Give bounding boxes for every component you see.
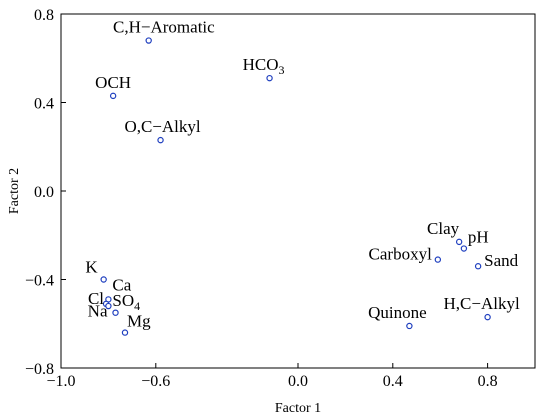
y-tick-label: −0.8 (25, 361, 54, 378)
point-label: K (85, 258, 98, 277)
point-label: Sand (484, 251, 519, 270)
scatter-point (121, 329, 129, 336)
point-label: Carboxyl (369, 245, 433, 264)
x-tick-label: 0.8 (478, 373, 498, 390)
point-labels: C,H−Aromatic HCO3 OCH O,C−Alkyl Clay pH Carbox… (85, 18, 520, 331)
y-tick-label: 0.4 (34, 96, 54, 113)
scatter-point (157, 136, 164, 144)
point-label: H,C−Alkyl (444, 294, 520, 313)
point-label: Clay (427, 219, 460, 238)
scatter-point (145, 37, 152, 44)
y-tick-label: 0.0 (34, 184, 54, 201)
y-tick-label: 0.8 (34, 7, 54, 24)
y-axis-title: Factor 2 (7, 168, 22, 214)
point-label: Na (88, 302, 108, 321)
point-label: Quinone (368, 303, 427, 322)
scatter-point (455, 238, 463, 246)
scatter-point (109, 92, 117, 100)
scatter-point (474, 263, 482, 270)
y-tick-label: −0.4 (25, 273, 54, 290)
point-label: OCH (95, 73, 131, 92)
x-tick-label: 0.0 (288, 373, 308, 390)
point-label: pH (468, 228, 489, 247)
x-tick-labels: −1.0 −0.6 0.0 0.4 0.8 (46, 373, 497, 390)
scatter-point (105, 302, 112, 310)
point-label: Mg (127, 312, 151, 331)
point-label: HCO3 (243, 55, 285, 77)
point-label: Cl (88, 289, 104, 308)
scatter-point (266, 74, 273, 82)
scatter-point (406, 322, 413, 330)
point-label: Ca (112, 275, 131, 294)
data-points (100, 37, 491, 336)
scatter-point (484, 313, 491, 321)
axis-ticks (60, 13, 489, 369)
scatter-point (112, 309, 119, 316)
point-label: C,H−Aromatic (113, 18, 215, 37)
y-tick-labels: 0.8 0.4 0.0 −0.4 −0.8 (25, 7, 54, 378)
x-tick-label: 0.4 (383, 373, 403, 390)
scatter-point (434, 256, 442, 263)
scatter-point (100, 276, 107, 283)
scatter-point (460, 245, 468, 252)
x-axis-title: Factor 1 (275, 401, 321, 416)
point-label: SO4 (112, 291, 140, 313)
point-label: O,C−Alkyl (124, 117, 200, 136)
x-tick-label: −1.0 (46, 373, 75, 390)
x-tick-label: −0.6 (141, 373, 170, 390)
